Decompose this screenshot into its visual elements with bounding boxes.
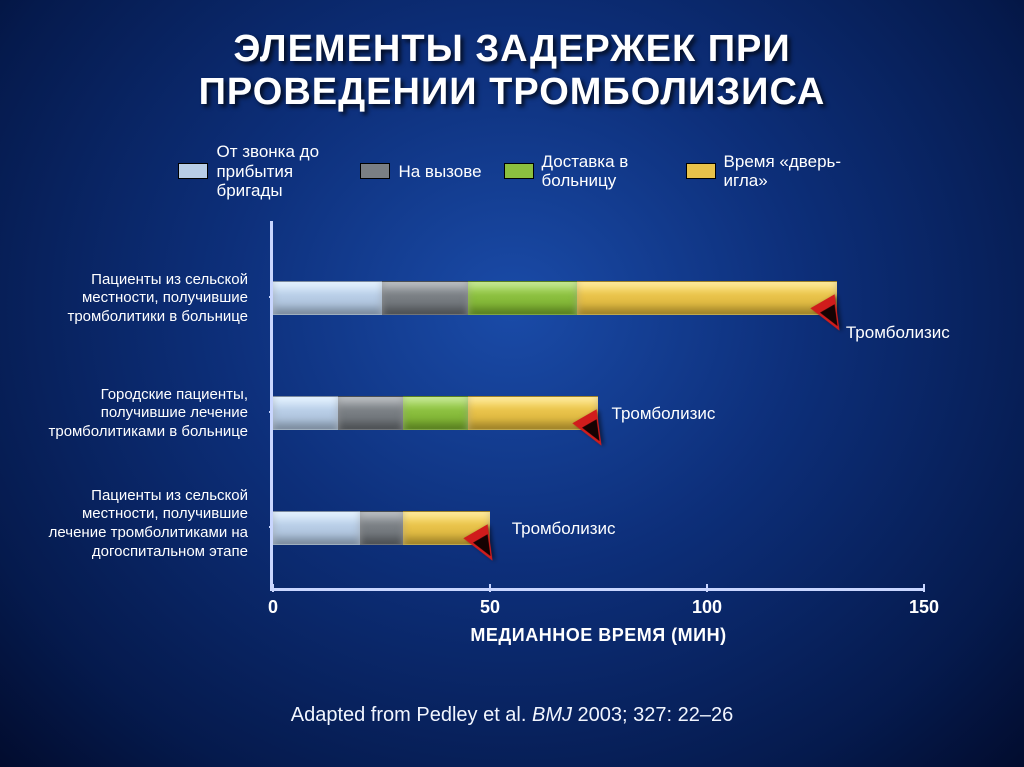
x-tick-label: 50 xyxy=(480,597,500,618)
bar-annotation: Тромболизис xyxy=(612,404,716,424)
citation: Adapted from Pedley et al. BMJ 2003; 327… xyxy=(0,704,1024,727)
title-line-1: ЭЛЕМЕНТЫ ЗАДЕРЖЕК ПРИ xyxy=(233,28,790,70)
bar-segment xyxy=(360,511,403,545)
x-tick-label: 150 xyxy=(909,597,939,618)
citation-journal: BMJ xyxy=(532,704,572,726)
slide-title: ЭЛЕМЕНТЫ ЗАДЕРЖЕК ПРИ ПРОВЕДЕНИИ ТРОМБОЛ… xyxy=(0,0,1024,124)
legend: От звонка до прибытия бригады На вызове … xyxy=(0,142,1024,201)
x-tick-label: 0 xyxy=(268,597,278,618)
x-tick xyxy=(706,584,708,592)
legend-swatch-1 xyxy=(360,163,390,179)
bar-segment xyxy=(403,396,468,430)
bar-segment xyxy=(273,511,360,545)
title-line-2: ПРОВЕДЕНИИ ТРОМБОЛИЗИСА xyxy=(199,71,826,113)
legend-swatch-2 xyxy=(504,163,534,179)
legend-item-2: Доставка в больницу xyxy=(504,142,664,201)
legend-label-3: Время «дверь-игла» xyxy=(724,152,846,191)
x-tick-label: 100 xyxy=(692,597,722,618)
citation-rest: 2003; 327: 22–26 xyxy=(572,704,733,726)
legend-label-2: Доставка в больницу xyxy=(542,152,664,191)
legend-item-1: На вызове xyxy=(360,142,481,201)
stacked-bar xyxy=(273,396,598,428)
x-tick xyxy=(923,584,925,592)
bar-annotation: Тромболизис xyxy=(512,519,616,539)
legend-item-3: Время «дверь-игла» xyxy=(686,142,846,201)
legend-item-0: От звонка до прибытия бригады xyxy=(178,142,338,201)
legend-label-0: От звонка до прибытия бригады xyxy=(216,142,338,201)
legend-swatch-3 xyxy=(686,163,716,179)
legend-label-1: На вызове xyxy=(398,162,481,182)
bar-segment xyxy=(273,281,382,315)
x-tick xyxy=(489,584,491,592)
x-tick xyxy=(272,584,274,592)
bar-segment xyxy=(577,281,837,315)
bar-annotation: Тромболизис xyxy=(846,323,950,343)
legend-swatch-0 xyxy=(178,163,208,179)
bar-segment xyxy=(468,281,577,315)
citation-prefix: Adapted from Pedley et al. xyxy=(291,704,532,726)
category-label: Пациенты из сельской местности, получивш… xyxy=(40,271,260,327)
category-label: Городские пациенты, получившие лечение т… xyxy=(40,386,260,442)
stacked-bar xyxy=(273,281,837,313)
stacked-bar xyxy=(273,511,490,543)
x-axis-title: МЕДИАННОЕ ВРЕМЯ (МИН) xyxy=(470,625,726,646)
bar-segment xyxy=(382,281,469,315)
plot: МЕДИАННОЕ ВРЕМЯ (МИН) 050100150Тромболиз… xyxy=(270,221,924,591)
bar-segment xyxy=(273,396,338,430)
bar-segment xyxy=(338,396,403,430)
category-label: Пациенты из сельской местности, получивш… xyxy=(40,487,260,562)
chart-area: МЕДИАННОЕ ВРЕМЯ (МИН) 0 50 100 150 Тромболиз… xyxy=(40,221,984,651)
